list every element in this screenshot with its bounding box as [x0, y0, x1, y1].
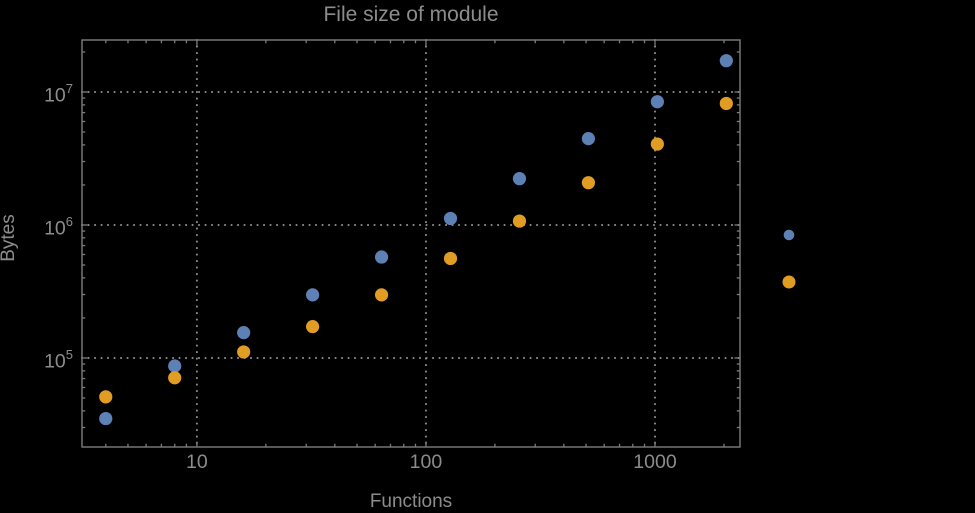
data-point-series-2-orange-x8 [168, 371, 182, 385]
data-point-series-2-orange-x512 [581, 176, 596, 190]
legend-marker-series-1-blue [783, 229, 795, 241]
axis-ticks [82, 40, 740, 447]
data-point-series-1-blue-x128 [443, 211, 458, 226]
y-axis-label: Bytes [0, 214, 19, 262]
data-point-series-1-blue-x2048 [719, 54, 733, 68]
data-point-series-1-blue-x512 [581, 132, 596, 146]
gridlines [81, 39, 741, 448]
data-point-series-1-blue-x16 [237, 326, 251, 340]
data-point-series-1-blue-x1024 [650, 95, 664, 109]
data-point-series-2-orange-x1024 [650, 137, 664, 151]
data-point-series-1-blue-x4 [99, 411, 113, 426]
data-point-series-1-blue-x64 [374, 250, 389, 264]
data-point-series-2-orange-x16 [237, 345, 251, 359]
x-tick-label-100: 100 [410, 451, 443, 473]
data-point-series-1-blue-x32 [306, 288, 320, 302]
data-point-series-1-blue-x256 [512, 172, 527, 186]
plot-frame [81, 39, 741, 448]
x-tick-label-10: 10 [186, 451, 208, 473]
y-tick-label-1e6: 106 [44, 214, 73, 240]
legend [782, 229, 796, 289]
data-point-series-2-orange-x2048 [719, 96, 733, 111]
data-point-series-1-blue-x8 [168, 359, 182, 373]
points-series-1-blue [99, 54, 733, 426]
legend-marker-series-2-orange [782, 275, 796, 289]
chart-title: File size of module [323, 3, 499, 26]
y-tick-label-1e5: 105 [44, 347, 73, 373]
y-tick-label-1e7: 107 [44, 81, 73, 107]
data-point-series-2-orange-x64 [374, 288, 389, 302]
x-tick-label-1000: 1000 [633, 451, 677, 473]
data-point-series-2-orange-x256 [512, 214, 527, 228]
x-axis-label: Functions [369, 491, 453, 512]
data-point-series-2-orange-x128 [443, 251, 458, 266]
data-point-series-2-orange-x32 [306, 320, 320, 334]
points-series-2-orange [99, 96, 733, 404]
data-point-series-2-orange-x4 [99, 390, 113, 404]
